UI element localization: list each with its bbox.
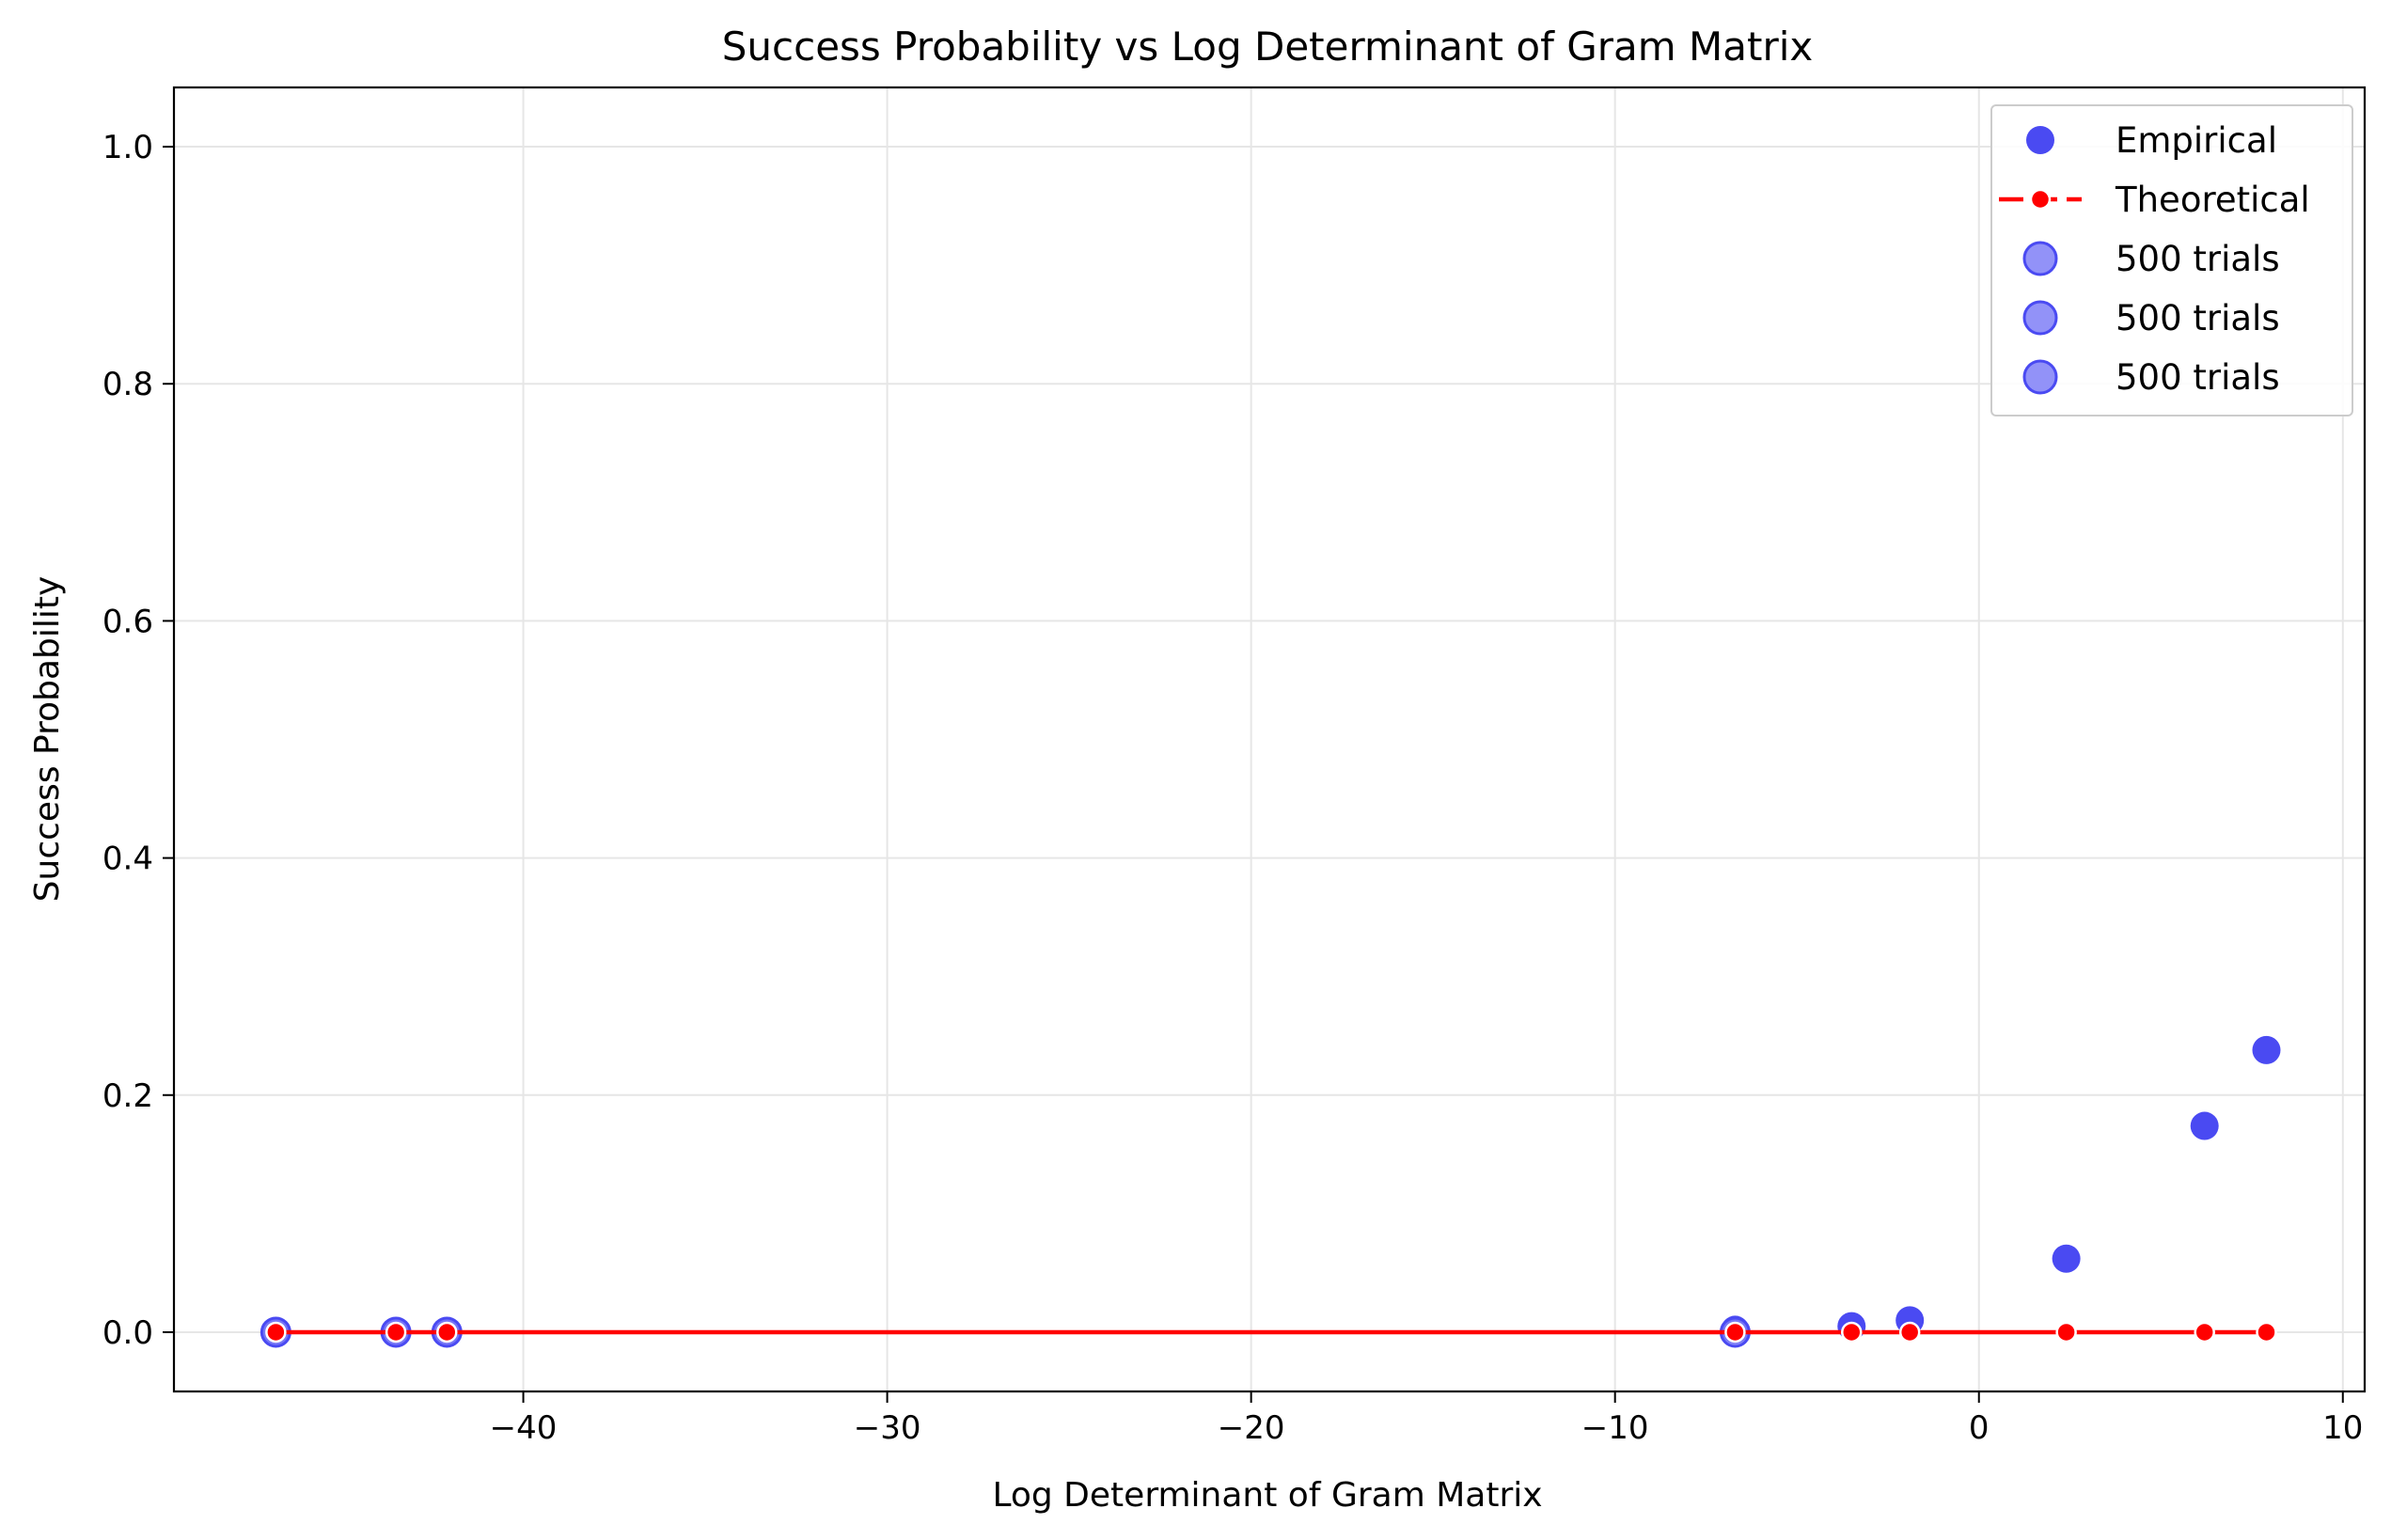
legend-box (1990, 104, 2353, 416)
legend-label: Theoretical (2115, 180, 2310, 220)
x-tick-label: 0 (1969, 1409, 1990, 1447)
theoretical-point (265, 1321, 287, 1344)
y-tick-label: 1.0 (102, 129, 153, 166)
x-tick-label: 10 (2322, 1409, 2363, 1447)
theoretical-point (1898, 1321, 1921, 1344)
empirical-point (2252, 1035, 2281, 1064)
theoretical-point (436, 1321, 458, 1344)
legend-marker-theoretical-point (2029, 188, 2052, 211)
x-tick-label: −10 (1581, 1409, 1649, 1447)
theoretical-point (385, 1321, 407, 1344)
legend-marker-trials (2022, 241, 2058, 276)
legend-marker-empirical (2026, 126, 2054, 154)
axis-ticks: −40 −30 −20 −10 0 10 0.0 0.2 0.4 0.6 0.8 1.0 (102, 129, 2363, 1447)
theoretical-point (2256, 1321, 2277, 1344)
empirical-point (2052, 1244, 2081, 1273)
y-tick-label: 0.6 (102, 603, 153, 640)
legend-marker-trials (2022, 359, 2058, 395)
y-tick-label: 0.0 (102, 1314, 153, 1352)
empirical-point (2190, 1111, 2219, 1140)
y-tick-label: 0.8 (102, 366, 153, 403)
legend-label: 500 trials (2116, 239, 2280, 279)
theoretical-point (2194, 1321, 2215, 1344)
x-tick-label: −40 (490, 1409, 558, 1447)
theoretical-point (2055, 1321, 2077, 1344)
y-tick-label: 0.2 (102, 1077, 153, 1115)
x-axis-label: Log Determinant of Gram Matrix (992, 1476, 1542, 1515)
legend-label: 500 trials (2116, 298, 2280, 338)
legend-label: 500 trials (2116, 357, 2280, 398)
plot-frame (172, 86, 2367, 1393)
legend-label: Empirical (2116, 120, 2277, 161)
y-axis-label: Success Probability (28, 576, 67, 903)
plot-marks (260, 1035, 2281, 1348)
x-tick-label: −30 (854, 1409, 921, 1447)
chart-title: Success Probability vs Log Determinant o… (722, 24, 1814, 70)
theoretical-point (1841, 1321, 1863, 1344)
legend: Empirical Theoretical 500 trials 500 trials… (1990, 104, 2353, 416)
legend-marker-trials (2022, 300, 2058, 336)
theoretical-point (1724, 1321, 1746, 1344)
y-tick-label: 0.4 (102, 841, 153, 878)
x-tick-label: −20 (1218, 1409, 1285, 1447)
